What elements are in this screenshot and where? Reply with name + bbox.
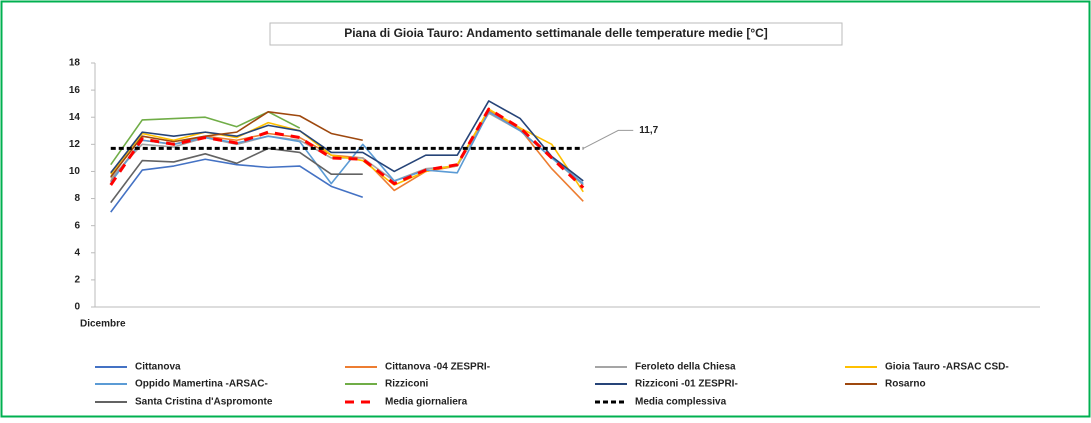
legend-label: Feroleto della Chiesa: [635, 362, 736, 373]
legend-label: Rizziconi: [385, 379, 429, 390]
line-series: [110, 111, 363, 178]
y-tick-label: 4: [74, 247, 80, 258]
legend-label: Rizziconi -01 ZESPRI-: [635, 379, 738, 390]
data-label: 11,7: [639, 125, 658, 136]
legend-label: Cittanova: [135, 362, 181, 373]
legend-label: Santa Cristina d'Aspromonte: [135, 397, 273, 408]
y-tick-label: 12: [69, 139, 81, 150]
y-tick-label: 6: [74, 220, 80, 231]
y-tick-label: 18: [69, 58, 81, 69]
y-tick-label: 16: [69, 85, 81, 96]
title-box: [269, 22, 843, 46]
y-tick-label: 14: [69, 112, 81, 123]
x-axis-title: Dicembre: [80, 319, 126, 330]
line-series: [110, 158, 364, 213]
legend-label: Oppido Mamertina -ARSAC-: [135, 379, 268, 390]
legend-label: Cittanova -04 ZESPRI-: [385, 362, 490, 373]
legend-label: Gioia Tauro -ARSAC CSD-: [885, 362, 1009, 373]
y-tick-label: 10: [69, 166, 81, 177]
y-tick-label: 0: [74, 302, 80, 313]
y-tick-label: 2: [74, 275, 80, 286]
line-series: [110, 147, 363, 204]
line-series: [110, 100, 584, 182]
legend-label: Rosarno: [885, 379, 926, 390]
y-tick-label: 8: [74, 193, 80, 204]
callout-line: [583, 129, 634, 149]
legend-label: Media complessiva: [635, 397, 727, 408]
line-series: [110, 108, 584, 193]
legend-label: Media giornaliera: [385, 397, 468, 408]
chart-title: Piana di Gioia Tauro: Andamento settiman…: [344, 26, 768, 40]
line-series: [109, 107, 585, 189]
